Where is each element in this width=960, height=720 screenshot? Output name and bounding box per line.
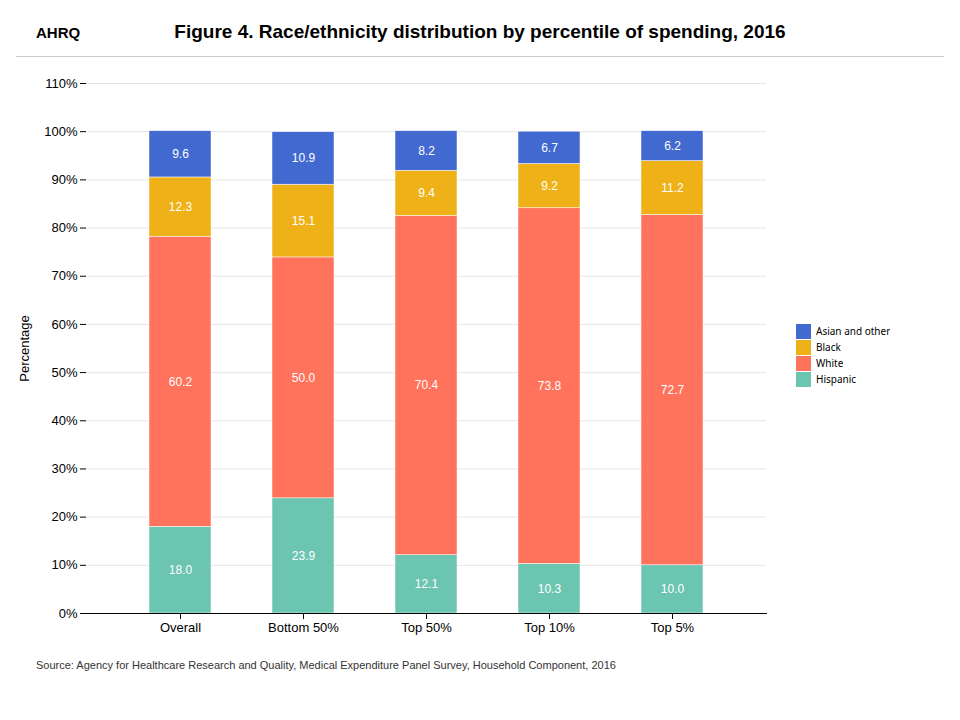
svg-text:50.0: 50.0 [292, 371, 316, 385]
svg-text:50%: 50% [51, 365, 77, 380]
svg-text:80%: 80% [51, 220, 77, 235]
svg-text:Top 5%: Top 5% [651, 620, 695, 635]
svg-text:Top 10%: Top 10% [524, 620, 575, 635]
html-text:AHRQ: AHRQ [36, 23, 81, 41]
svg-text:60.2: 60.2 [169, 375, 193, 389]
svg-text:15.1: 15.1 [292, 214, 316, 228]
svg-text:70%: 70% [51, 268, 77, 283]
svg-text:10.9: 10.9 [292, 151, 316, 165]
svg-text:60%: 60% [51, 317, 77, 332]
svg-text:100%: 100% [44, 124, 78, 139]
svg-text:12.3: 12.3 [169, 200, 193, 214]
svg-text:9.2: 9.2 [541, 179, 558, 193]
svg-text:40%: 40% [51, 413, 77, 428]
svg-text:Top 50%: Top 50% [401, 620, 452, 635]
html-text:Source: Agency for Healthcare: Source: Agency for Healthcare Research a… [36, 659, 616, 671]
svg-text:Overall: Overall [160, 620, 201, 635]
svg-text:Bottom 50%: Bottom 50% [268, 620, 339, 635]
svg-text:6.7: 6.7 [541, 141, 558, 155]
svg-text:90%: 90% [51, 172, 77, 187]
svg-text:70.4: 70.4 [415, 378, 439, 392]
svg-text:12.1: 12.1 [415, 577, 439, 591]
html-text:Figure 4. Race/ethnicity distr: Figure 4. Race/ethnicity distribution by… [174, 21, 786, 42]
svg-text:10.0: 10.0 [661, 582, 685, 596]
svg-text:18.0: 18.0 [169, 563, 193, 577]
svg-text:6.2: 6.2 [664, 139, 681, 153]
svg-text:9.4: 9.4 [418, 186, 435, 200]
svg-text:8.2: 8.2 [418, 144, 435, 158]
svg-text:9.6: 9.6 [172, 147, 189, 161]
html-text:Black: Black [816, 340, 841, 354]
svg-text:72.7: 72.7 [661, 383, 685, 397]
html-text:Hispanic: Hispanic [816, 372, 857, 386]
svg-text:110%: 110% [45, 76, 78, 91]
svg-text:11.2: 11.2 [661, 181, 684, 195]
svg-text:30%: 30% [51, 461, 77, 476]
svg-text:Percentage: Percentage [17, 315, 32, 382]
svg-text:73.8: 73.8 [538, 379, 562, 393]
html-text:Asian and other: Asian and other [816, 324, 891, 338]
svg-text:10.3: 10.3 [538, 582, 562, 596]
svg-text:23.9: 23.9 [292, 549, 316, 563]
svg-text:0%: 0% [59, 606, 78, 621]
svg-text:20%: 20% [51, 509, 77, 524]
svg-text:10%: 10% [51, 557, 77, 572]
html-text:White: White [816, 356, 844, 370]
